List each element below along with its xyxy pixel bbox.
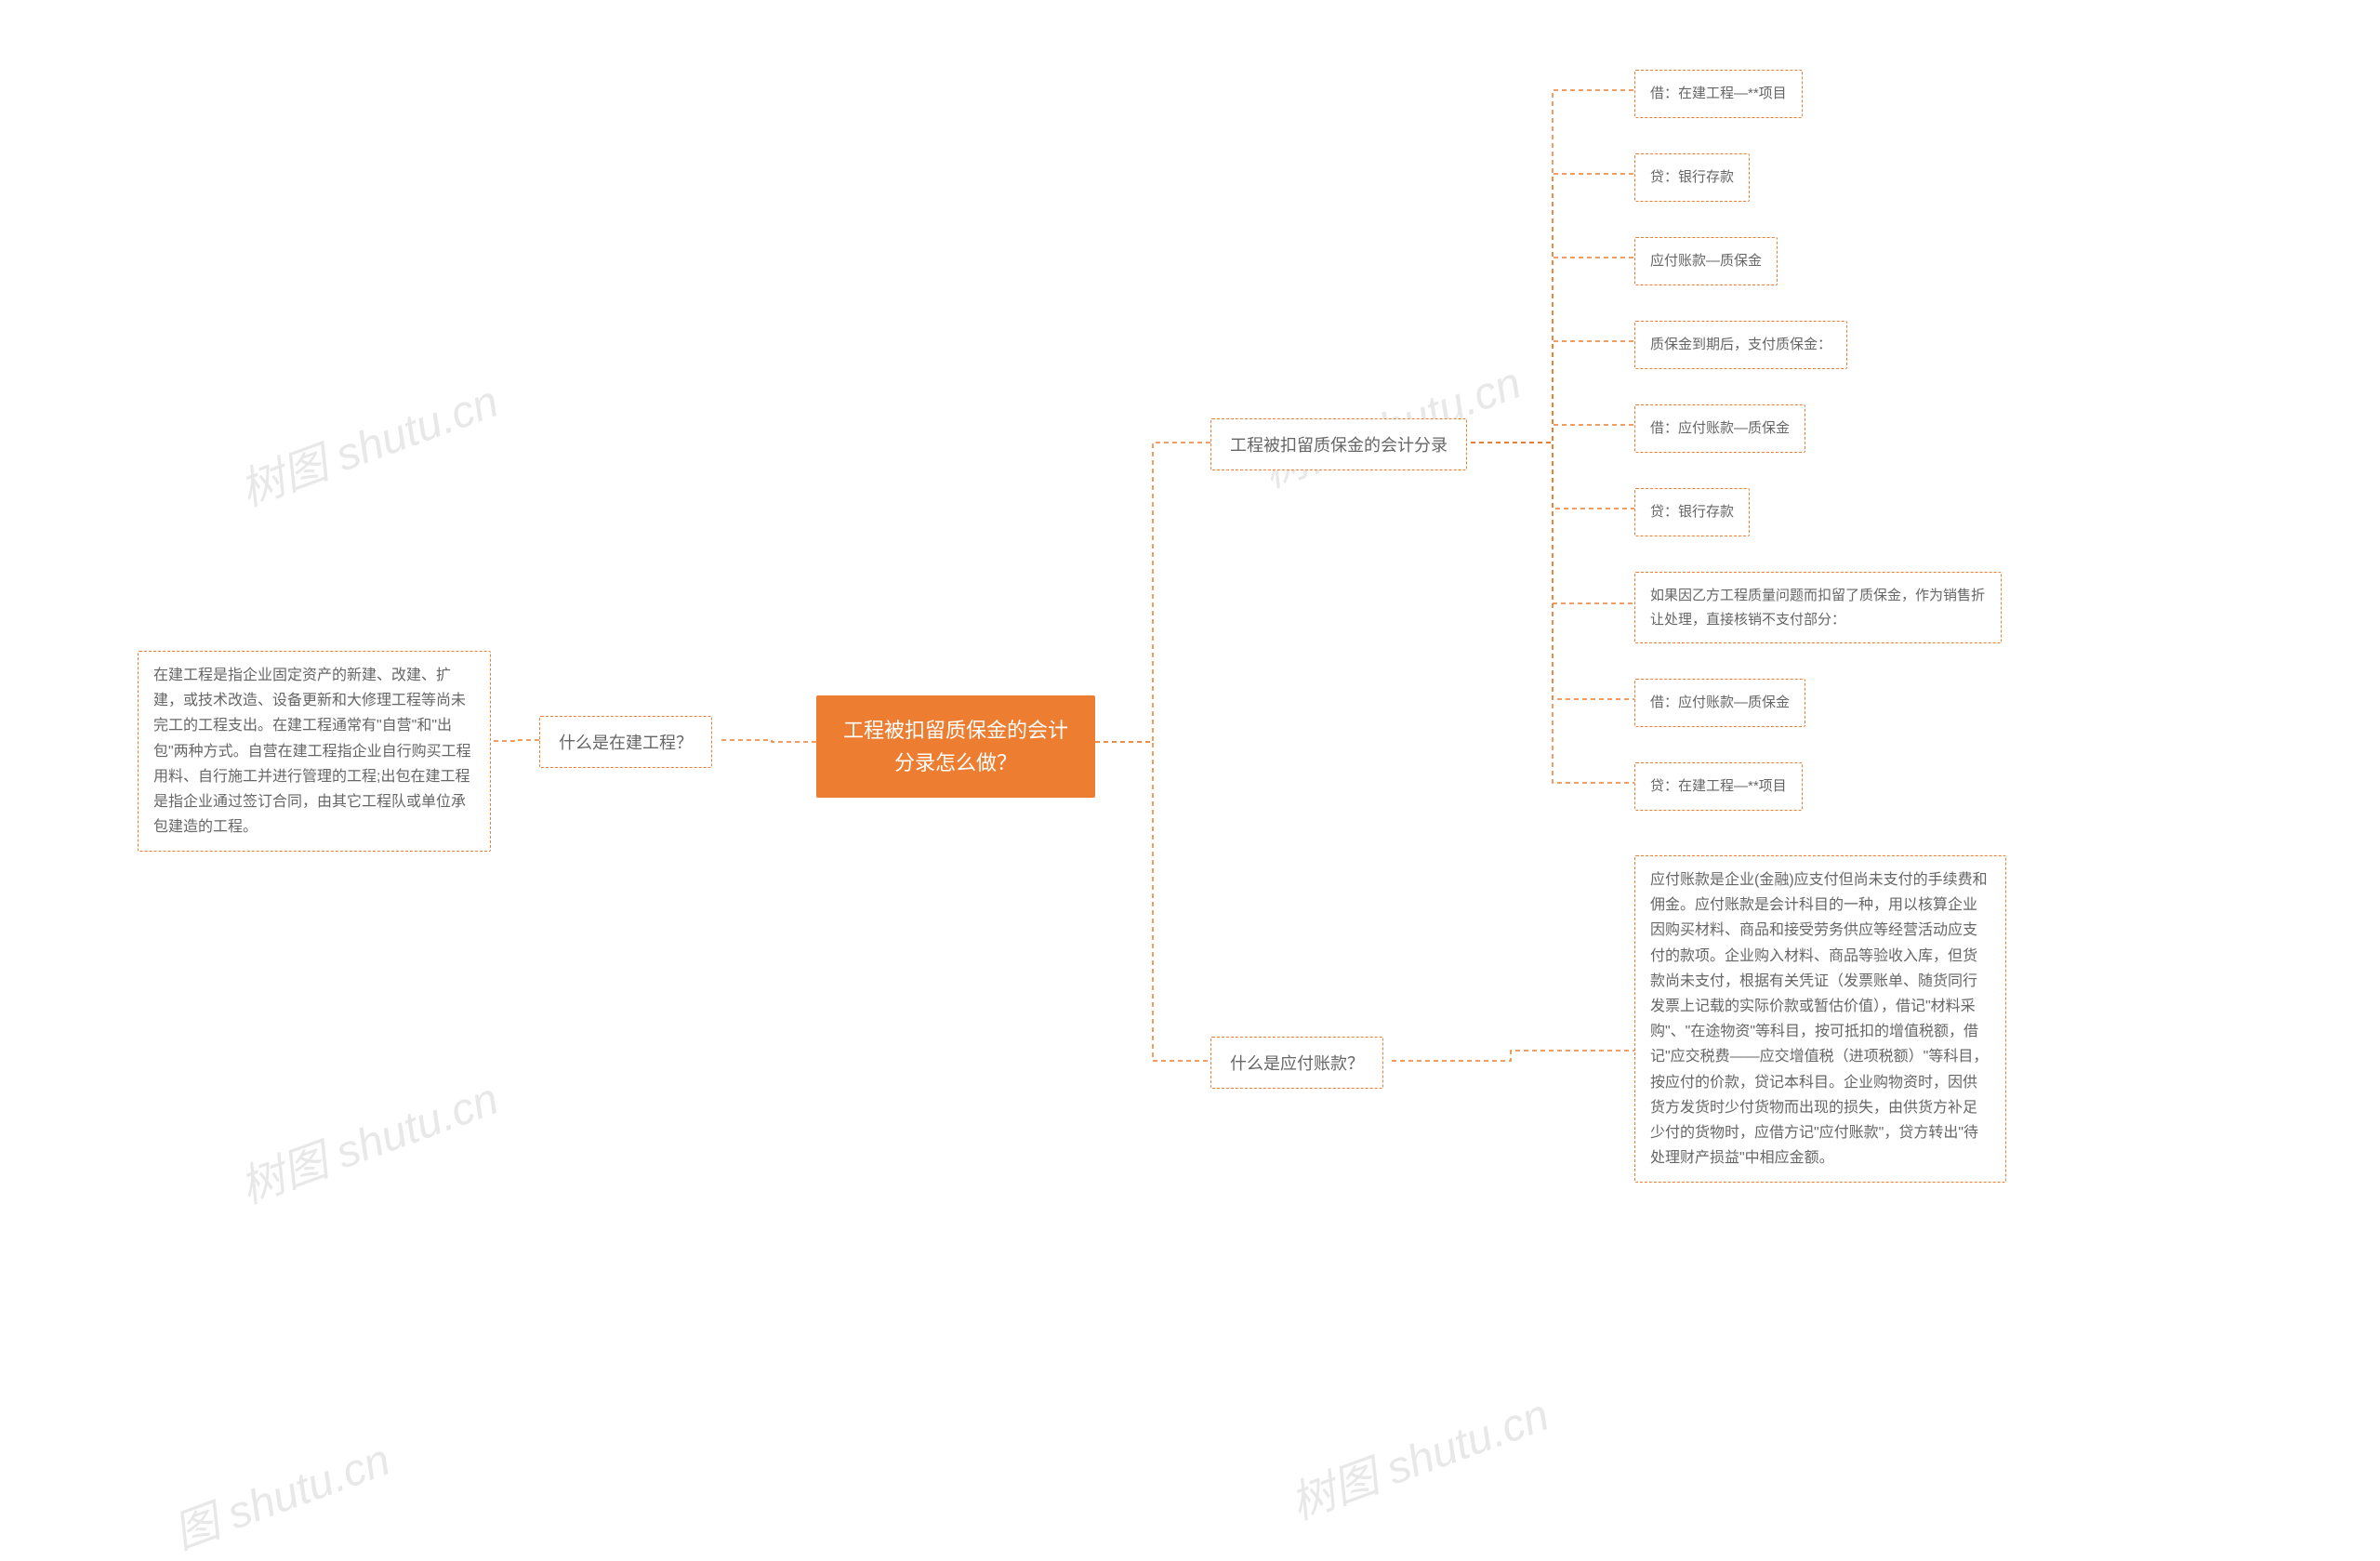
right-leaf-payable-def: 应付账款是企业(金融)应支付但尚未支付的手续费和佣金。应付账款是会计科目的一种，… (1634, 855, 2006, 1183)
watermark: 树图 shutu.cn (230, 1062, 506, 1215)
watermark: 树图 shutu.cn (230, 364, 506, 518)
entry-leaf-1: 借：在建工程—**项目 (1634, 70, 1803, 118)
leaf-text: 贷：银行存款 (1650, 169, 1734, 185)
entry-leaf-9: 贷：在建工程—**项目 (1634, 762, 1803, 811)
leaf-text: 借：在建工程—**项目 (1650, 86, 1787, 101)
entry-leaf-4: 质保金到期后，支付质保金： (1634, 321, 1847, 369)
entry-leaf-5: 借：应付账款—质保金 (1634, 404, 1805, 453)
entry-leaf-2: 贷：银行存款 (1634, 153, 1750, 202)
branch-label: 什么是应付账款？ (1230, 1054, 1364, 1073)
watermark: 图 shutu.cn (163, 1423, 397, 1561)
center-node: 工程被扣留质保金的会计分录怎么做？ (816, 695, 1095, 798)
leaf-text: 应付账款—质保金 (1650, 253, 1762, 269)
center-text: 工程被扣留质保金的会计分录怎么做？ (843, 719, 1068, 774)
leaf-text: 如果因乙方工程质量问题而扣留了质保金，作为销售折让处理，直接核销不支付部分： (1650, 588, 1985, 628)
right-branch-entries: 工程被扣留质保金的会计分录 (1210, 418, 1467, 470)
right-branch-payable: 什么是应付账款？ (1210, 1037, 1383, 1089)
leaf-text: 贷：在建工程—**项目 (1650, 778, 1787, 794)
leaf-text: 借：应付账款—质保金 (1650, 695, 1790, 710)
watermark: 树图 shutu.cn (1280, 1378, 1556, 1531)
entry-leaf-7: 如果因乙方工程质量问题而扣留了质保金，作为销售折让处理，直接核销不支付部分： (1634, 572, 2002, 643)
entry-leaf-6: 贷：银行存款 (1634, 488, 1750, 536)
entry-leaf-8: 借：应付账款—质保金 (1634, 679, 1805, 727)
leaf-text: 贷：银行存款 (1650, 504, 1734, 520)
branch-label: 工程被扣留质保金的会计分录 (1230, 436, 1448, 455)
entry-leaf-3: 应付账款—质保金 (1634, 237, 1778, 285)
leaf-text: 在建工程是指企业固定资产的新建、改建、扩建，或技术改造、设备更新和大修理工程等尚… (153, 668, 471, 835)
left-leaf-construction-def: 在建工程是指企业固定资产的新建、改建、扩建，或技术改造、设备更新和大修理工程等尚… (138, 651, 491, 852)
branch-label: 什么是在建工程？ (559, 734, 693, 752)
left-branch-construction: 什么是在建工程？ (539, 716, 712, 768)
leaf-text: 借：应付账款—质保金 (1650, 420, 1790, 436)
leaf-text: 质保金到期后，支付质保金： (1650, 337, 1831, 352)
leaf-text: 应付账款是企业(金融)应支付但尚未支付的手续费和佣金。应付账款是会计科目的一种，… (1650, 872, 1988, 1166)
